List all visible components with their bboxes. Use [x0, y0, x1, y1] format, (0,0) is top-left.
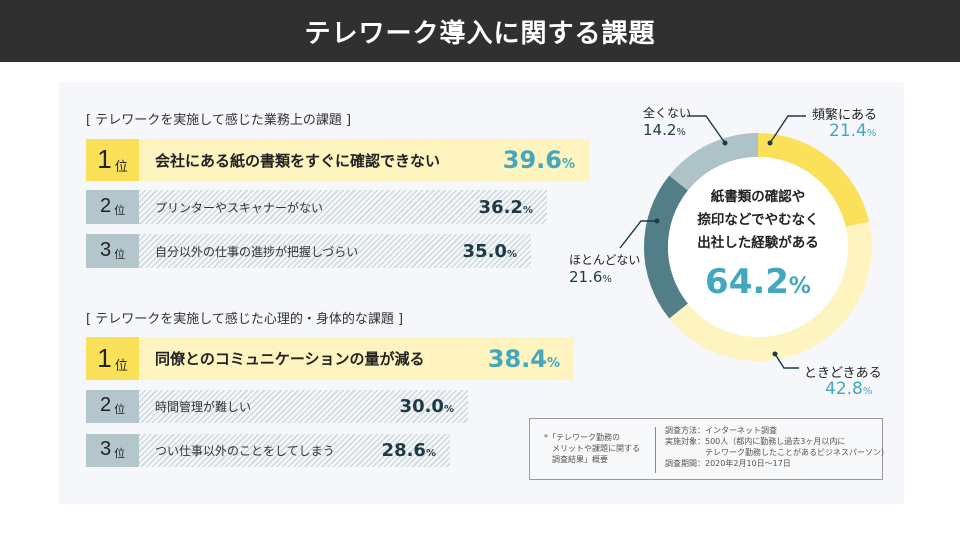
page-title: テレワーク導入に関する課題 [304, 18, 656, 49]
item-value: 28.6% [381, 440, 436, 461]
donut-value-none: 14.2% [643, 121, 686, 139]
bar: 会社にある紙の書類をすぐに確認できない 39.6% [139, 139, 589, 181]
donut-label-rarely: ほとんどない [569, 253, 641, 267]
donut-center-text: 紙書類の確認や 捺印などでやむなく 出社した経験がある [668, 186, 848, 255]
bar: つい仕事以外のことをしてしまう 28.6% [139, 434, 450, 467]
survey-footnote: *「テレワーク勤務の メリットや課題に関する 調査結果」概要 調査方法：インター… [529, 418, 889, 480]
item-label: 会社にある紙の書類をすぐに確認できない [155, 151, 441, 170]
rank-number: 2 [99, 195, 112, 217]
bar: 同僚とのコミュニケーションの量が減る 38.4% [139, 337, 574, 380]
item-value: 30.0% [399, 396, 454, 417]
item-value: 38.4% [487, 344, 560, 373]
center-line: 捺印などでやむなく [697, 212, 819, 228]
rank-number: 2 [99, 394, 112, 416]
item-value: 36.2% [478, 196, 533, 218]
rank-suffix: 位 [114, 204, 126, 217]
bar: 自分以外の仕事の進捗が把握しづらい 35.0% [139, 234, 531, 268]
rank-number: 3 [99, 239, 112, 261]
bar: 時間管理が難しい 30.0% [139, 390, 468, 423]
rank-suffix: 位 [114, 403, 126, 416]
footnote-line: 調査結果」概要 [544, 455, 608, 464]
rank-suffix: 位 [114, 160, 128, 175]
item-value: 39.6% [502, 146, 575, 174]
footnote-line: 実施対象：500人（都内に勤務し過去3ヶ月以内に [665, 437, 846, 446]
footnote-line: 調査期間：2020年2月10日〜17日 [665, 459, 791, 468]
donut-value-sometimes: 42.8% [825, 379, 873, 399]
item-value: 35.0% [462, 240, 517, 262]
rank-number: 1 [97, 144, 112, 174]
center-line: 出社した経験がある [697, 235, 819, 251]
rank-suffix: 位 [114, 248, 126, 261]
footnote-source: *「テレワーク勤務の メリットや課題に関する 調査結果」概要 [544, 432, 644, 465]
center-line: 紙書類の確認や [710, 189, 806, 205]
footnote-line: 調査方法：インターネット調査 [665, 426, 777, 435]
footnote-line: *「テレワーク勤務の [544, 433, 620, 442]
rank-suffix: 位 [114, 359, 128, 374]
footnote-details: 調査方法：インターネット調査 実施対象：500人（都内に勤務し過去3ヶ月以内に … [665, 425, 889, 469]
item-label: 自分以外の仕事の進捗が把握しづらい [155, 244, 359, 259]
rank-suffix: 位 [114, 447, 126, 460]
bar: プリンターやスキャナーがない 36.2% [139, 190, 547, 224]
item-label: つい仕事以外のことをしてしまう [155, 444, 335, 458]
footnote-divider [655, 427, 656, 473]
donut-center-value: 64.2% [705, 262, 811, 302]
donut-label-none: 全くない [643, 106, 692, 120]
header-bar: テレワーク導入に関する課題 [0, 0, 960, 62]
item-label: プリンターやスキャナーがない [155, 200, 324, 215]
donut-label-sometimes: ときどきある [804, 366, 882, 381]
rank-number: 1 [97, 343, 112, 373]
donut-value-frequent: 21.4% [829, 121, 877, 141]
rank-number: 3 [99, 438, 112, 460]
donut-label-frequent: 頻繁にある [812, 108, 878, 123]
section-title-psychological: [ テレワークを実施して感じた心理的・身体的な課題 ] [86, 312, 404, 327]
item-label: 時間管理が難しい [155, 400, 252, 414]
footnote-line: テレワーク勤務したことがあるビジネスパーソン） [665, 448, 889, 457]
item-label: 同僚とのコミュニケーションの量が減る [155, 350, 425, 368]
donut-value-rarely: 21.6% [569, 268, 612, 286]
section-title-business: [ テレワークを実施して感じた業務上の課題 ] [86, 113, 352, 128]
footnote-line: メリットや課題に関する [544, 444, 640, 453]
